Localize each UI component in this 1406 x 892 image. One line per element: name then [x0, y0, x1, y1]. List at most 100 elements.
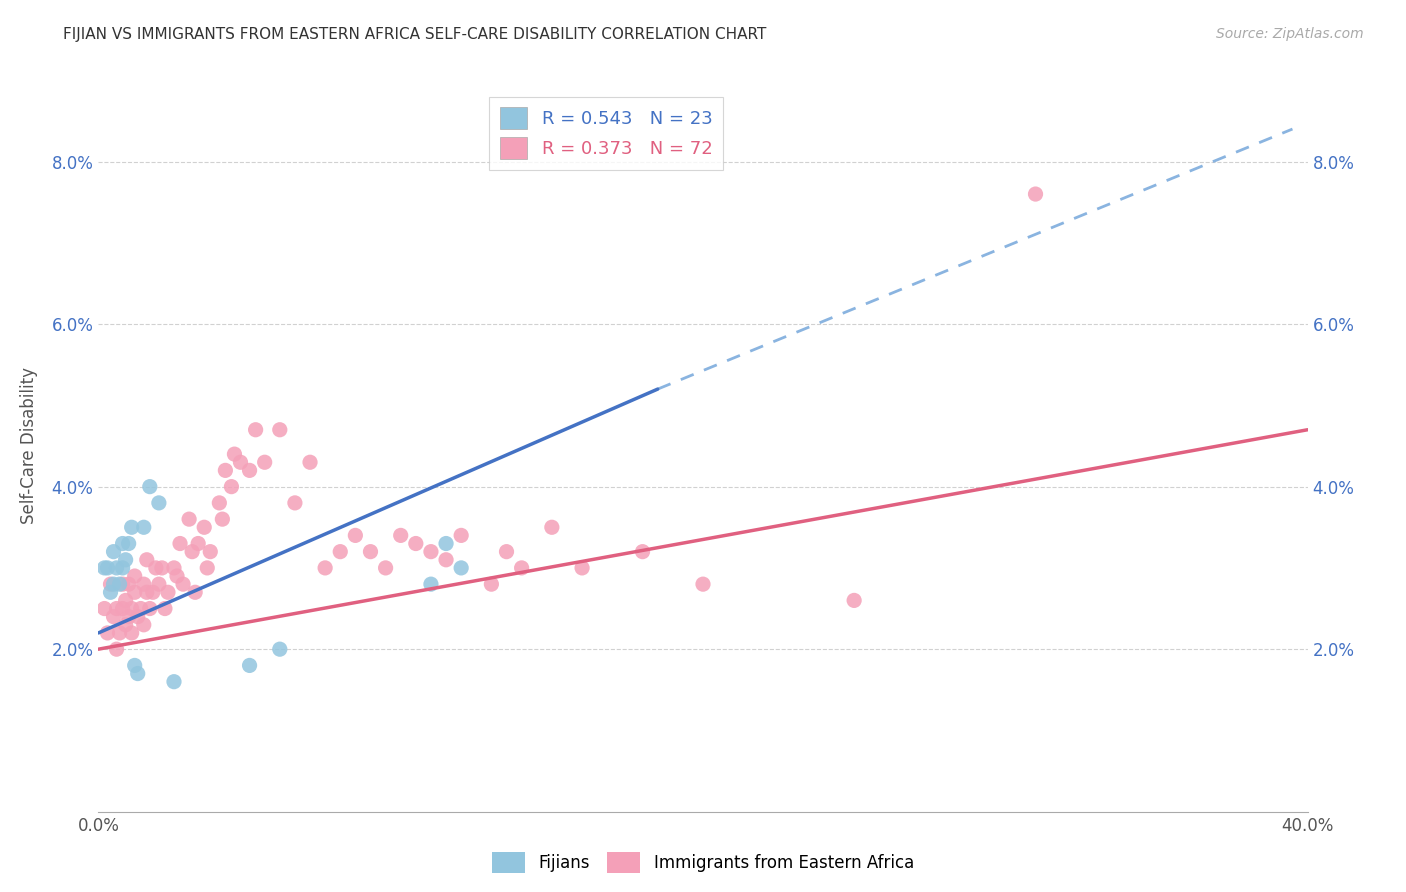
Text: Source: ZipAtlas.com: Source: ZipAtlas.com [1216, 27, 1364, 41]
Point [239, 658, 262, 673]
Point [100, 577, 122, 591]
Point [118, 536, 141, 550]
Point [163, 561, 186, 575]
Point [132, 617, 155, 632]
Point [269, 423, 291, 437]
Point [139, 601, 162, 615]
Point [118, 577, 141, 591]
Point [284, 496, 307, 510]
Point [172, 577, 194, 591]
Point [114, 553, 136, 567]
Point [211, 512, 233, 526]
Point [420, 544, 443, 558]
Point [121, 626, 143, 640]
Point [214, 463, 236, 477]
Legend: R = 0.543   N = 23, R = 0.373   N = 72: R = 0.543 N = 23, R = 0.373 N = 72 [489, 96, 723, 169]
Point [127, 666, 149, 681]
Text: FIJIAN VS IMMIGRANTS FROM EASTERN AFRICA SELF-CARE DISABILITY CORRELATION CHART: FIJIAN VS IMMIGRANTS FROM EASTERN AFRICA… [63, 27, 766, 42]
Point [127, 609, 149, 624]
Point [314, 561, 336, 575]
Point [111, 601, 134, 615]
Point [450, 528, 472, 542]
Point [100, 585, 122, 599]
Point [229, 455, 252, 469]
Point [105, 642, 128, 657]
Point [434, 553, 457, 567]
Point [132, 577, 155, 591]
Point [111, 577, 134, 591]
Point [118, 609, 141, 624]
Point [124, 585, 146, 599]
Point [571, 561, 593, 575]
Point [108, 577, 131, 591]
Point [132, 520, 155, 534]
Point [481, 577, 503, 591]
Point [374, 561, 396, 575]
Point [145, 561, 167, 575]
Point [114, 593, 136, 607]
Point [111, 561, 134, 575]
Point [103, 609, 125, 624]
Point [179, 512, 201, 526]
Point [181, 544, 204, 558]
Point [510, 561, 533, 575]
Point [108, 626, 131, 640]
Y-axis label: Self-Care Disability: Self-Care Disability [20, 368, 38, 524]
Legend: Fijians, Immigrants from Eastern Africa: Fijians, Immigrants from Eastern Africa [485, 846, 921, 880]
Point [221, 480, 243, 494]
Point [224, 447, 246, 461]
Point [111, 536, 134, 550]
Point [96, 626, 118, 640]
Point [360, 544, 382, 558]
Point [124, 569, 146, 583]
Point [163, 674, 186, 689]
Point [148, 496, 170, 510]
Point [540, 520, 562, 534]
Point [105, 561, 128, 575]
Point [299, 455, 322, 469]
Point [844, 593, 866, 607]
Point [169, 536, 191, 550]
Point [148, 577, 170, 591]
Point [329, 544, 352, 558]
Point [139, 480, 162, 494]
Point [103, 577, 125, 591]
Point [450, 561, 472, 575]
Point [434, 536, 457, 550]
Point [692, 577, 714, 591]
Point [1024, 187, 1046, 202]
Point [142, 585, 165, 599]
Point [193, 520, 215, 534]
Point [253, 455, 276, 469]
Point [239, 463, 262, 477]
Point [153, 601, 176, 615]
Point [105, 601, 128, 615]
Point [156, 585, 179, 599]
Point [96, 561, 118, 575]
Point [166, 569, 188, 583]
Point [195, 561, 218, 575]
Point [129, 601, 152, 615]
Point [344, 528, 367, 542]
Point [103, 544, 125, 558]
Point [200, 544, 222, 558]
Point [135, 553, 157, 567]
Point [135, 585, 157, 599]
Point [184, 585, 207, 599]
Point [93, 561, 115, 575]
Point [124, 658, 146, 673]
Point [93, 601, 115, 615]
Point [389, 528, 412, 542]
Point [269, 642, 291, 657]
Point [631, 544, 654, 558]
Point [121, 520, 143, 534]
Point [121, 601, 143, 615]
Point [114, 617, 136, 632]
Point [420, 577, 443, 591]
Point [245, 423, 267, 437]
Point [495, 544, 517, 558]
Point [150, 561, 173, 575]
Point [208, 496, 231, 510]
Point [187, 536, 209, 550]
Point [405, 536, 427, 550]
